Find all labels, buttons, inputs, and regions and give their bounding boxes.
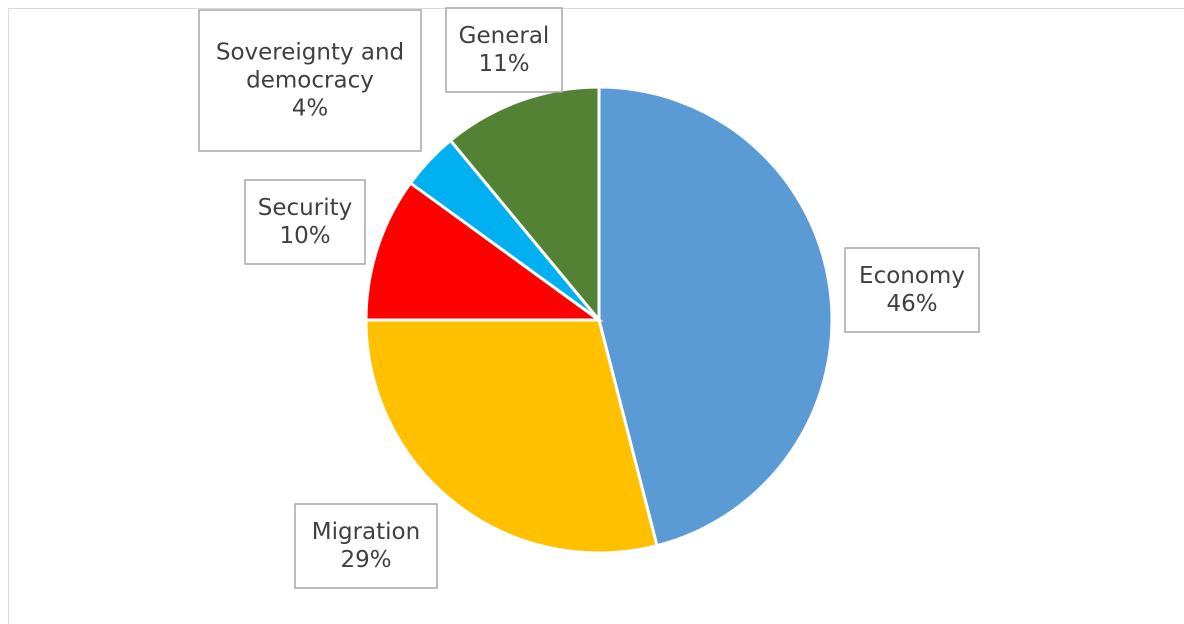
data-label-security: Security 10% — [244, 179, 366, 265]
data-label-category: Economy — [859, 263, 965, 289]
data-label-migration: Migration 29% — [294, 503, 438, 589]
data-label-category: Security — [258, 195, 352, 221]
data-label-percent: 11% — [478, 51, 529, 77]
pie-slices — [364, 85, 834, 555]
data-label-sovereignty-and-democracy: Sovereignty and democracy 4% — [198, 9, 422, 152]
data-label-box — [294, 503, 438, 589]
pie-slice-economy — [597, 85, 834, 548]
data-label-category: Sovereignty and — [216, 40, 404, 66]
data-label-percent: 10% — [279, 223, 330, 249]
data-label-percent: 46% — [886, 291, 937, 317]
data-label-percent: 4% — [292, 96, 329, 122]
data-labels: Economy 46% Migration 29% Security 10% Soverei… — [198, 7, 980, 589]
data-label-economy: Economy 46% — [844, 247, 980, 333]
pie-slice-security — [364, 180, 604, 322]
pie-slice-migration — [364, 318, 659, 555]
data-label-category: General — [459, 23, 550, 49]
data-label-box — [844, 247, 980, 333]
data-label-text: Sovereignty and democracy 4% — [216, 40, 404, 122]
data-label-text: Economy 46% — [859, 263, 965, 317]
data-label-general: General 11% — [445, 7, 563, 93]
data-label-box — [198, 9, 422, 152]
pie-slice-general — [448, 85, 601, 325]
data-label-box — [445, 7, 563, 93]
data-label-box — [244, 179, 366, 265]
data-label-text: Migration 29% — [312, 519, 420, 573]
data-label-category: Migration — [312, 519, 420, 545]
data-label-text: General 11% — [459, 23, 550, 77]
data-label-category: democracy — [246, 68, 374, 94]
data-label-percent: 29% — [340, 547, 391, 573]
data-label-text: Security 10% — [258, 195, 352, 249]
